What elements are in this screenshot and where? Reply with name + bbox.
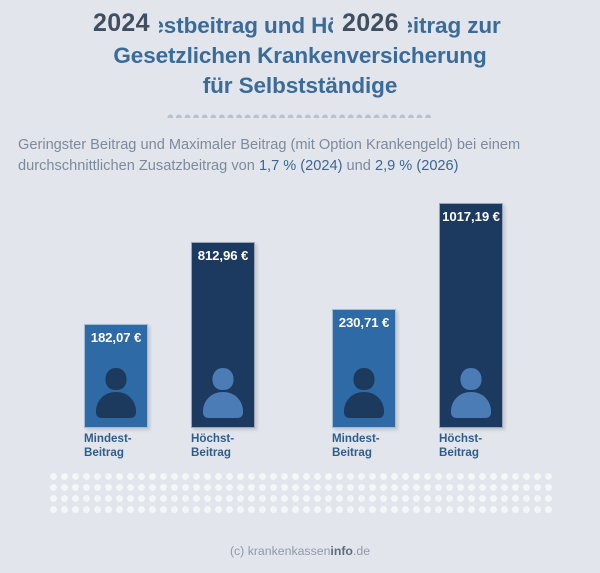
page-title: Mindestbeitrag und Höchstbeitrag zur Ges… bbox=[0, 0, 600, 101]
footer-suffix: .de bbox=[352, 544, 371, 558]
title-line-3: für Selbstständige bbox=[202, 73, 398, 98]
person-icon-body bbox=[203, 392, 243, 418]
person-icon-head bbox=[105, 368, 127, 390]
dotted-separator-dots bbox=[166, 113, 434, 118]
bar-caption-line-2: Beitrag bbox=[84, 446, 124, 459]
person-icon bbox=[94, 368, 138, 418]
bar-mindest-2026[interactable]: 230,71 € bbox=[332, 309, 396, 428]
bar-value-hoechst-2024: 812,96 € bbox=[197, 248, 249, 263]
year-label-2024: 2024 bbox=[84, 9, 159, 37]
bar-caption-hoechst-2026: Höchst- Beitrag bbox=[439, 432, 549, 460]
person-icon bbox=[449, 368, 493, 418]
person-icon bbox=[342, 368, 386, 418]
bar-hoechst-2026[interactable]: 1017,19 € bbox=[439, 203, 503, 428]
dotted-separator bbox=[0, 113, 600, 121]
bar-slot-mindest-2024: 182,07 € bbox=[84, 324, 148, 428]
bar-value-hoechst-2026: 1017,19 € bbox=[442, 209, 500, 224]
bar-caption-hoechst-2024: Höchst- Beitrag bbox=[191, 432, 301, 460]
person-icon-body bbox=[96, 392, 136, 418]
bar-slot-mindest-2026: 230,71 € bbox=[332, 309, 396, 428]
subtitle-emphasis-2026: 2,9 % (2026) bbox=[374, 158, 459, 174]
bar-mindest-2024[interactable]: 182,07 € bbox=[84, 324, 148, 428]
person-icon bbox=[201, 368, 245, 418]
person-icon-head bbox=[212, 368, 234, 390]
bar-hoechst-2024[interactable]: 812,96 € bbox=[191, 242, 255, 428]
bar-caption-line-2: Beitrag bbox=[439, 446, 479, 459]
footer-bold: info bbox=[330, 544, 353, 558]
bar-caption-mindest-2024: Mindest- Beitrag bbox=[84, 432, 194, 460]
bar-caption-line-1: Höchst- bbox=[191, 432, 235, 445]
person-icon-body bbox=[451, 392, 491, 418]
bar-slot-hoechst-2026: 1017,19 € bbox=[439, 203, 503, 428]
subtitle-emphasis-2024: 1,7 % (2024) bbox=[258, 158, 343, 174]
bar-value-mindest-2026: 230,71 € bbox=[338, 315, 390, 330]
bar-slot-hoechst-2024: 812,96 € bbox=[191, 242, 255, 428]
bar-caption-mindest-2026: Mindest- Beitrag bbox=[332, 432, 442, 460]
year-label-2026: 2026 bbox=[333, 9, 408, 37]
subtitle-part-2: und bbox=[342, 158, 375, 174]
year-band bbox=[48, 471, 552, 517]
title-line-2: Gesetzlichen Krankenversicherung bbox=[113, 43, 487, 68]
person-icon-body bbox=[344, 392, 384, 418]
subtitle: Geringster Beitrag und Maximaler Beitrag… bbox=[0, 135, 600, 177]
footer-prefix: (c) krankenkassen bbox=[229, 544, 331, 558]
bar-caption-line-1: Höchst- bbox=[439, 432, 483, 445]
bar-chart: 182,07 € 812,96 € 230,71 € 1017,19 bbox=[0, 196, 600, 428]
bar-caption-line-1: Mindest- bbox=[332, 432, 380, 445]
bar-value-mindest-2024: 182,07 € bbox=[90, 330, 142, 345]
footer-credit: (c) krankenkasseninfo.de bbox=[0, 544, 600, 558]
subtitle-part-1: Geringster Beitrag und Maximaler Beitrag… bbox=[18, 137, 521, 174]
bar-caption-line-1: Mindest- bbox=[84, 432, 132, 445]
person-icon-head bbox=[460, 368, 482, 390]
person-icon-head bbox=[353, 368, 375, 390]
bar-caption-line-2: Beitrag bbox=[191, 446, 231, 459]
title-line-1: Mindestbeitrag und Höchstbeitrag zur bbox=[99, 13, 501, 38]
bar-caption-line-2: Beitrag bbox=[332, 446, 372, 459]
